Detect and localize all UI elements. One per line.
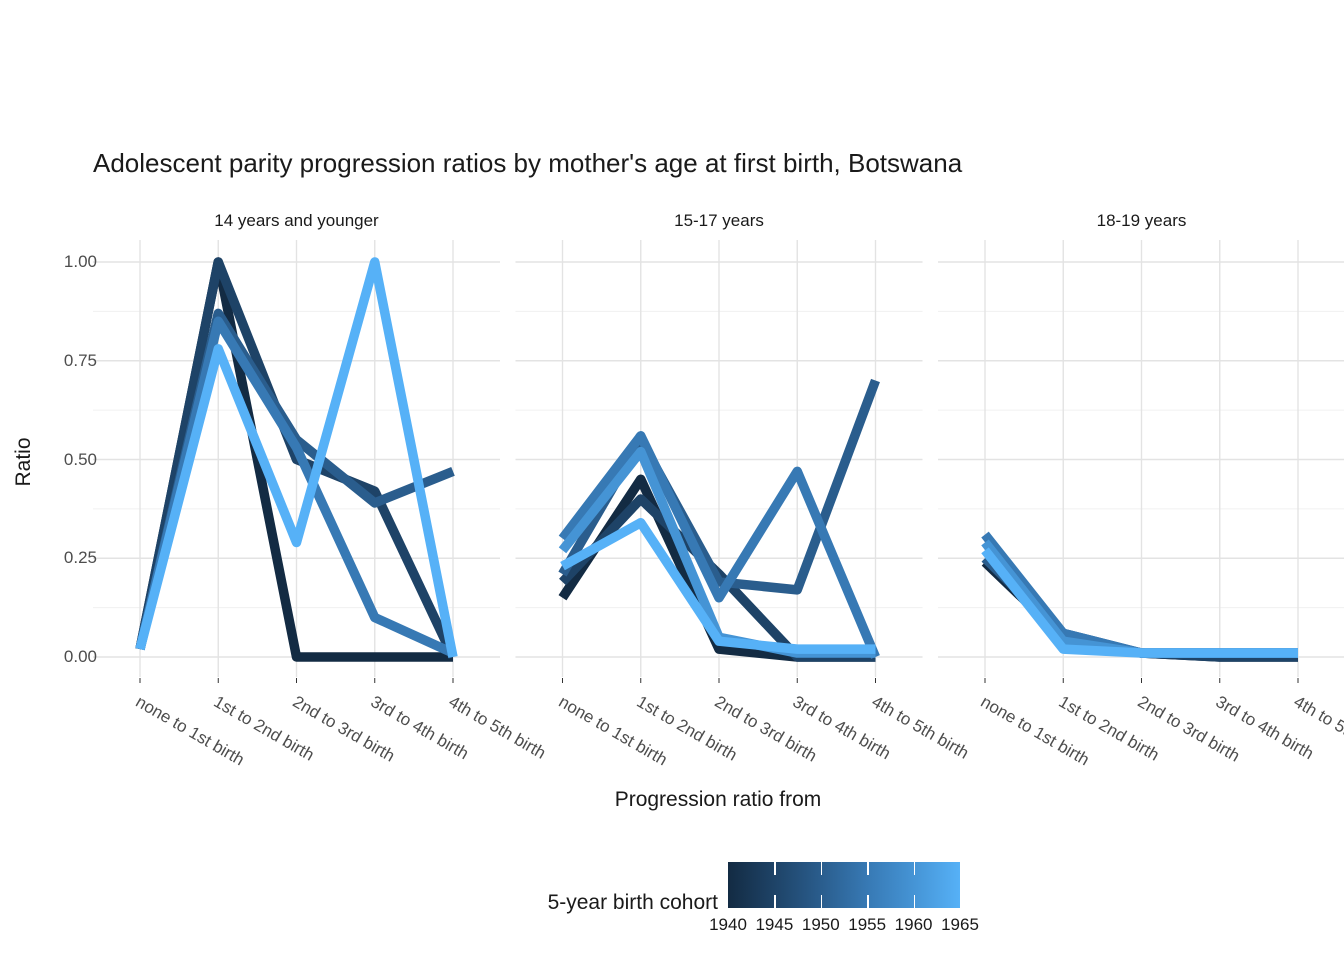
legend-colorbar-tick [774, 862, 776, 875]
legend-colorbar-tick [867, 895, 869, 908]
legend-colorbar-gradient [728, 862, 960, 908]
legend-year-label: 1955 [848, 915, 887, 934]
legend-year-label: 1950 [801, 915, 840, 934]
legend-year-label: 1960 [894, 915, 933, 934]
legend-year-label: 1965 [941, 915, 979, 934]
series-line-1965 [135, 257, 458, 658]
y-tick-label: 0.00 [63, 647, 97, 666]
facet-panel [515, 240, 923, 683]
legend-year-label: 1940 [709, 915, 747, 934]
series-line-1945 [135, 257, 458, 660]
chart-title: Adolescent parity progression ratios by … [93, 148, 963, 178]
legend-title: 5-year birth cohort [547, 891, 718, 914]
legend: 5-year birth cohort 1940 1945 1950 1955 1960… [0, 855, 1344, 955]
legend-colorbar-tick [867, 862, 869, 875]
facet-label: 18-19 years [1096, 211, 1187, 230]
series-line-1965 [560, 517, 876, 654]
legend-colorbar-tick [774, 895, 776, 908]
legend-colorbar-tick [820, 862, 823, 875]
legend-colorbar-tick [820, 895, 823, 908]
legend-colorbar-tick [913, 895, 916, 908]
facet-panel [938, 240, 1344, 683]
y-tick-label: 1.00 [63, 252, 97, 271]
x-axis-title: Progression ratio from [614, 788, 822, 811]
facet-label: 14 years and younger [214, 211, 379, 230]
legend-labels: 1940 1945 1950 1955 1960 1965 [0, 855, 1344, 955]
y-tick-label: 0.25 [63, 548, 97, 568]
y-tick-label: 0.75 [63, 350, 97, 370]
series-line-1965 [981, 547, 1298, 658]
legend-year-label: 1945 [755, 915, 794, 934]
facet-label: 15-17 years [674, 211, 764, 230]
series-line-1955 [558, 431, 880, 659]
y-tick-label: 0.50 [63, 449, 97, 469]
legend-colorbar-tick [913, 862, 916, 875]
facet-panel [93, 240, 500, 683]
